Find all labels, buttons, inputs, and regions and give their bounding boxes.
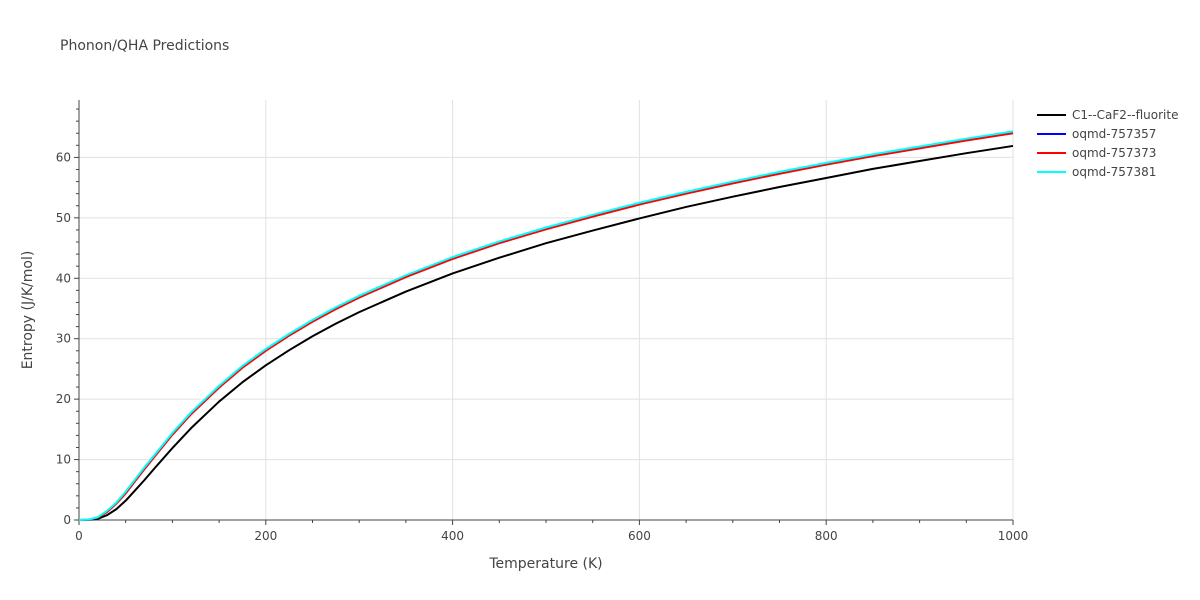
- legend[interactable]: C1--CaF2--fluorite oqmd-757357 oqmd-757373…: [1037, 108, 1178, 179]
- chart-title: Phonon/QHA Predictions: [60, 38, 229, 54]
- series-line-c1-caf2-fluorite[interactable]: [78, 144, 1014, 521]
- x-tick-label: 600: [628, 529, 651, 543]
- y-tick-label: 20: [56, 392, 71, 406]
- x-tick-label: 400: [441, 529, 464, 543]
- x-tick-label: 800: [815, 529, 838, 543]
- y-tick-label: 40: [56, 271, 71, 285]
- legend-label: oqmd-757381: [1072, 165, 1156, 179]
- series-line-oqmd-757357[interactable]: [78, 131, 1014, 521]
- y-tick-label: 0: [63, 513, 71, 527]
- legend-item[interactable]: C1--CaF2--fluorite: [1037, 108, 1178, 122]
- ticks: 0 200 400 600 800 1000 0 10 20 30 40 50 60: [56, 108, 1029, 543]
- series-line-oqmd-757381[interactable]: [78, 130, 1014, 521]
- y-tick-label: 60: [56, 150, 71, 164]
- x-axis-title: Temperature (K): [488, 556, 602, 572]
- legend-label: oqmd-757357: [1072, 127, 1156, 141]
- y-tick-label: 30: [56, 332, 71, 346]
- x-tick-label: 1000: [998, 529, 1029, 543]
- x-tick-label: 0: [75, 529, 83, 543]
- legend-label: oqmd-757373: [1072, 146, 1156, 160]
- x-tick-label: 200: [254, 529, 277, 543]
- series-line-oqmd-757373[interactable]: [78, 132, 1014, 521]
- y-tick-label: 50: [56, 211, 71, 225]
- legend-label: C1--CaF2--fluorite: [1072, 108, 1178, 122]
- grid: [79, 100, 1014, 520]
- legend-item[interactable]: oqmd-757357: [1037, 127, 1156, 141]
- legend-item[interactable]: oqmd-757373: [1037, 146, 1156, 160]
- series-group: [78, 130, 1014, 521]
- legend-item[interactable]: oqmd-757381: [1037, 165, 1156, 179]
- y-tick-label: 10: [56, 453, 71, 467]
- y-axis-title: Entropy (J/K/mol): [20, 251, 36, 370]
- axes: [78, 100, 1013, 521]
